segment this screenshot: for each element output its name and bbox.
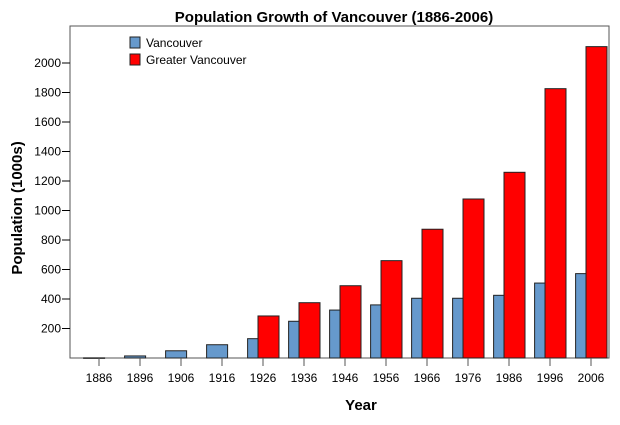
y-tick-label-1400: 1400 xyxy=(34,145,61,159)
bar-greater-vancouver-1976 xyxy=(462,198,485,359)
legend-swatch-greater-vancouver xyxy=(129,53,141,66)
bar-greater-vancouver-1956 xyxy=(380,260,403,359)
y-tick-label-800: 800 xyxy=(41,233,61,247)
x-tick-label-1896: 1896 xyxy=(127,371,154,385)
bar-greater-vancouver-2006 xyxy=(585,46,608,359)
chart-title: Population Growth of Vancouver (1886-200… xyxy=(175,9,493,26)
bar-greater-vancouver-1946 xyxy=(339,285,362,359)
bar-greater-vancouver-1936 xyxy=(298,302,321,359)
y-tick-label-2000: 2000 xyxy=(34,56,61,70)
y-tick-label-1000: 1000 xyxy=(34,204,61,218)
y-tick-label-200: 200 xyxy=(41,322,61,336)
x-axis-label: Year xyxy=(345,397,377,414)
x-tick-label-2006: 2006 xyxy=(578,371,605,385)
x-tick-label-1966: 1966 xyxy=(414,371,441,385)
x-tick-label-1996: 1996 xyxy=(537,371,564,385)
legend-swatch-vancouver xyxy=(129,36,141,49)
legend-label-greater-vancouver: Greater Vancouver xyxy=(146,53,247,67)
x-tick-label-1936: 1936 xyxy=(291,371,318,385)
x-tick-label-1986: 1986 xyxy=(496,371,523,385)
x-tick-label-1976: 1976 xyxy=(455,371,482,385)
y-tick-label-1800: 1800 xyxy=(34,86,61,100)
bar-vancouver-1916 xyxy=(206,344,229,359)
bar-greater-vancouver-1966 xyxy=(421,228,444,359)
x-tick-label-1906: 1906 xyxy=(168,371,195,385)
legend: Vancouver Greater Vancouver xyxy=(129,36,247,67)
bar-vancouver-1906 xyxy=(165,350,188,359)
bar-greater-vancouver-1926 xyxy=(257,315,280,359)
x-tick-label-1926: 1926 xyxy=(250,371,277,385)
y-axis-label: Population (1000s) xyxy=(9,141,26,274)
y-tick-label-600: 600 xyxy=(41,263,61,277)
x-tick-label-1946: 1946 xyxy=(332,371,359,385)
x-tick-label-1916: 1916 xyxy=(209,371,236,385)
y-tick-label-1600: 1600 xyxy=(34,115,61,129)
bar-greater-vancouver-1996 xyxy=(544,88,567,359)
legend-label-vancouver: Vancouver xyxy=(146,36,202,50)
y-tick-label-400: 400 xyxy=(41,292,61,306)
x-tick-label-1956: 1956 xyxy=(373,371,400,385)
bar-greater-vancouver-1986 xyxy=(503,171,526,359)
bar-vancouver-1886 xyxy=(83,357,106,359)
y-tick-label-1200: 1200 xyxy=(34,174,61,188)
bar-vancouver-1896 xyxy=(124,355,147,359)
x-tick-label-1886: 1886 xyxy=(86,371,113,385)
